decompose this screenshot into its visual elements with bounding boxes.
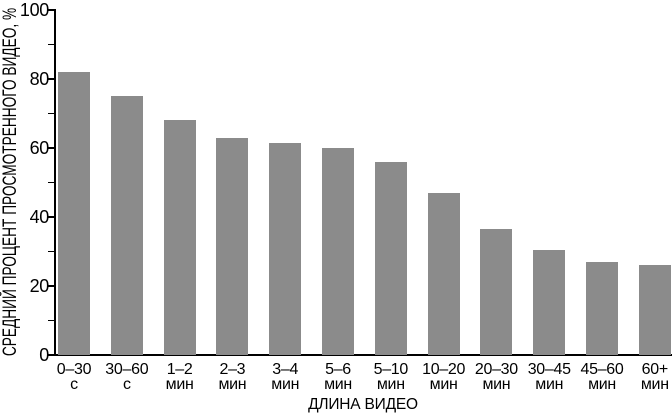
- x-tick-range: 1–2: [166, 361, 193, 378]
- bar-3: [216, 137, 249, 355]
- y-tick: [48, 319, 54, 322]
- x-tick-unit: с: [70, 376, 78, 393]
- x-tick-range: 2–3: [219, 361, 246, 378]
- bar-2: [163, 120, 196, 355]
- x-tick-unit: мин: [482, 376, 511, 393]
- bar-8: [480, 229, 513, 355]
- bar-0: [58, 72, 90, 355]
- x-tick-label: 1–2 мин: [148, 361, 212, 393]
- x-tick-range: 30–45: [527, 361, 571, 378]
- x-tick-range: 0–30: [56, 361, 92, 378]
- x-tick-unit: мин: [429, 376, 458, 393]
- x-tick-label: 2–3 мин: [200, 361, 264, 393]
- x-tick-range: 20–30: [474, 361, 518, 378]
- y-tick-label: 100: [19, 0, 49, 20]
- x-tick-label: 30–60 с: [95, 361, 159, 393]
- x-axis-line: [54, 354, 672, 356]
- x-axis-title: ДЛИНА ВИДЕО: [308, 396, 418, 413]
- y-tick: [48, 78, 54, 80]
- x-tick-range: 45–60: [580, 361, 624, 378]
- x-tick-label: 30–45 мин: [517, 361, 581, 393]
- x-tick-range: 60+: [641, 361, 669, 378]
- y-tick-label: 40: [29, 207, 50, 227]
- x-tick-label: 10–20 мин: [412, 361, 476, 393]
- x-tick-unit: мин: [218, 376, 247, 393]
- x-tick-unit: мин: [640, 376, 669, 393]
- y-tick-label: 20: [29, 276, 50, 296]
- y-tick: [48, 181, 54, 184]
- y-tick: [48, 285, 54, 287]
- x-tick-range: 30–60: [105, 361, 149, 378]
- y-tick: [48, 216, 54, 218]
- x-tick-label: 45–60 мин: [570, 361, 634, 393]
- x-tick-label: 0–30 с: [42, 361, 106, 393]
- x-tick-range: 10–20: [422, 361, 466, 378]
- x-tick-unit: с: [122, 376, 131, 393]
- x-tick-unit: мин: [324, 376, 352, 393]
- y-tick: [48, 112, 54, 115]
- y-tick-label: 80: [29, 69, 50, 89]
- x-tick-range: 3–4: [272, 361, 299, 378]
- x-tick-label: 20–30 мин: [464, 361, 528, 393]
- y-axis-line: [54, 9, 56, 356]
- bar-11: [638, 265, 671, 355]
- y-axis-title: СРЕДНИЙ ПРОЦЕНТ ПРОСМОТРЕННОГО ВИДЕО, %: [0, 7, 21, 357]
- bar-10: [586, 261, 618, 355]
- x-tick-range: 5–10: [373, 361, 409, 378]
- bar-4: [269, 142, 302, 355]
- x-tick-unit: мин: [271, 376, 300, 393]
- bar-5: [322, 148, 354, 355]
- x-tick-label: 5–6 мин: [306, 361, 370, 393]
- y-tick-label: 60: [29, 138, 50, 158]
- x-tick-label: 3–4 мин: [253, 361, 317, 393]
- x-tick-unit: мин: [588, 376, 616, 393]
- y-tick: [48, 250, 54, 253]
- x-tick-label: 60+ мин: [623, 361, 672, 393]
- x-tick-unit: мин: [535, 376, 564, 393]
- x-tick-range: 5–6: [325, 361, 351, 378]
- x-tick-unit: мин: [376, 376, 405, 393]
- bar-6: [374, 161, 407, 355]
- y-tick: [48, 354, 54, 356]
- bar-1: [110, 96, 143, 355]
- bar-9: [533, 249, 566, 355]
- y-tick: [48, 43, 54, 46]
- y-tick-label: 0: [39, 345, 49, 365]
- y-tick: [48, 9, 54, 11]
- bar-7: [427, 192, 460, 355]
- y-tick: [48, 147, 54, 149]
- x-tick-label: 5–10 мин: [359, 361, 423, 393]
- x-tick-unit: мин: [165, 376, 194, 393]
